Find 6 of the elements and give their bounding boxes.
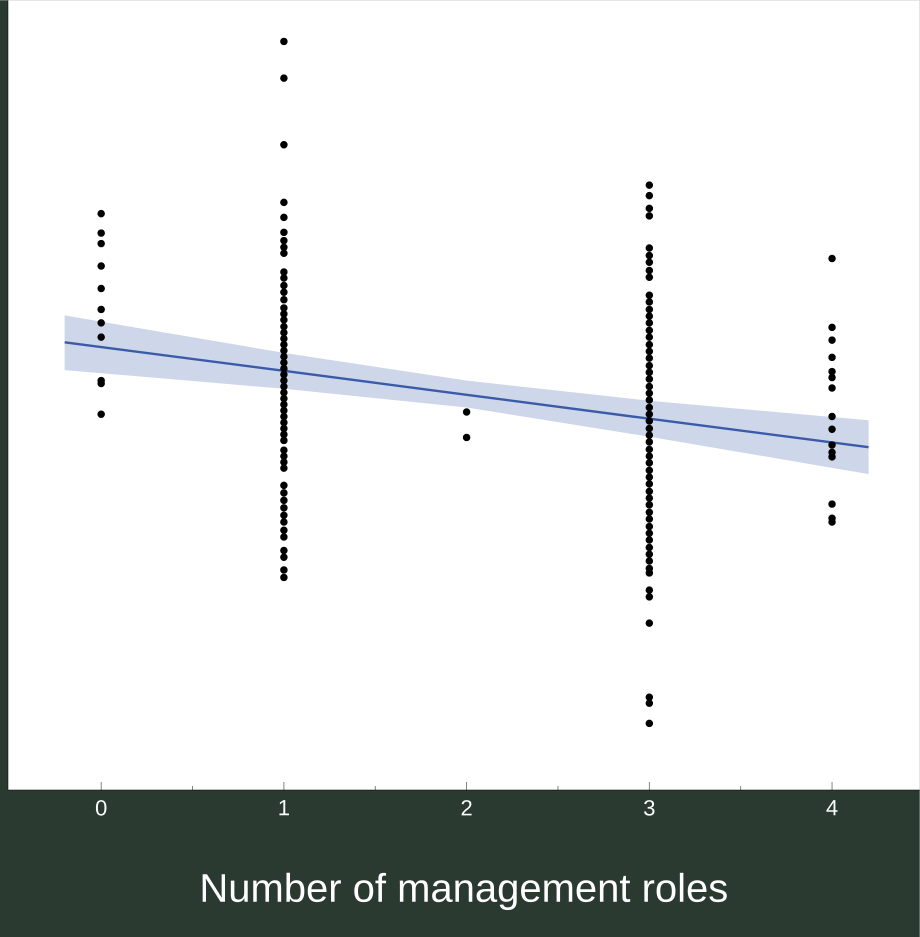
x-tick-label: 3 — [644, 800, 654, 816]
x-tick-label: 1 — [279, 800, 289, 816]
x-tick-label: 2 — [462, 800, 472, 816]
x-tick-label: 0 — [96, 800, 106, 816]
x-tick-label: 4 — [826, 800, 838, 816]
x-axis-title: Number of management roles — [202, 872, 727, 910]
